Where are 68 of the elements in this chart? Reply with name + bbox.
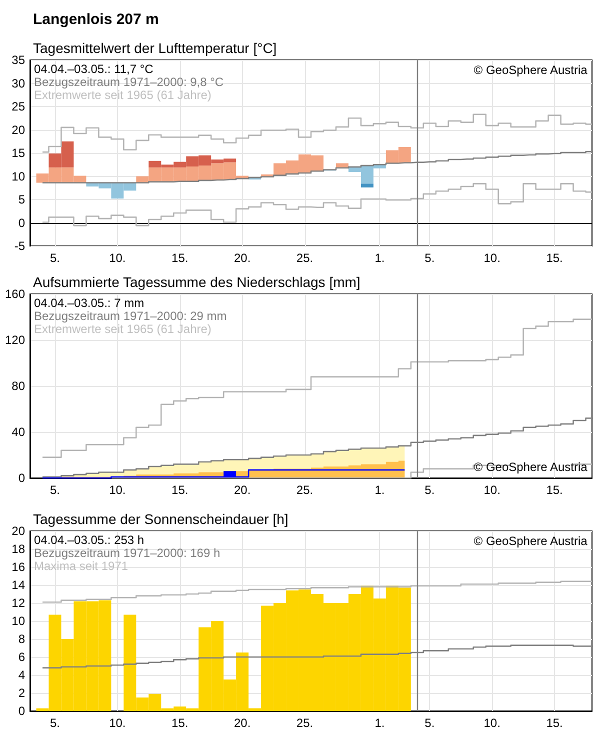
y-tick-label: 35: [12, 53, 26, 67]
x-tick-label: 5.: [424, 716, 435, 729]
x-tick-label: 20.: [234, 716, 251, 729]
y-tick-label: 15: [12, 146, 26, 160]
y-tick-label: 16: [12, 560, 26, 574]
annotation: © GeoSphere Austria: [474, 63, 588, 77]
y-tick-label: 10: [12, 614, 26, 628]
x-tick-label: 10.: [109, 251, 126, 265]
annotation: Maxima seit 1971: [34, 559, 128, 573]
x-tick-label: 25.: [296, 716, 314, 729]
x-tick-label: 15.: [546, 251, 563, 265]
y-tick-label: 4: [18, 668, 26, 682]
x-tick-label: 1.: [374, 716, 385, 729]
x-tick-label: 10.: [484, 483, 500, 497]
x-tick-label: 15.: [172, 716, 188, 729]
x-tick-label: 1.: [374, 483, 385, 497]
y-tick-label: 14: [12, 578, 26, 592]
x-tick-label: 20.: [234, 483, 251, 497]
y-tick-label: 25: [12, 100, 26, 114]
y-tick-label: 0: [18, 704, 26, 718]
chart-title: Aufsummierte Tagessumme des Niederschlags [mm]: [33, 274, 360, 290]
annotation: Extremwerte seit 1965 (61 Jahre): [34, 322, 212, 336]
y-tick-label: 18: [12, 542, 26, 556]
x-tick-label: 5.: [50, 716, 60, 729]
x-tick-label: 10.: [484, 716, 500, 729]
x-tick-label: 10.: [484, 251, 500, 265]
y-tick-label: 40: [12, 425, 26, 439]
x-tick-label: 10.: [109, 483, 126, 497]
x-tick-label: 5.: [50, 251, 60, 265]
x-tick-label: 15.: [172, 483, 188, 497]
y-tick-label: 120: [4, 333, 26, 347]
y-tick-label: 0: [18, 471, 26, 485]
y-tick-label: 160: [4, 287, 26, 301]
y-tick-label: 6: [18, 650, 26, 664]
annotation: Bezugszeitraum 1971–2000: 29 mm: [34, 309, 227, 323]
y-tick-label: 20: [12, 524, 26, 538]
x-tick-label: 15.: [546, 483, 563, 497]
y-tick-label: 80: [12, 379, 26, 393]
x-tick-label: 15.: [172, 251, 188, 265]
annotation: Bezugszeitraum 1971–2000: 9,8 °C: [34, 75, 224, 89]
x-tick-label: 25.: [296, 251, 314, 265]
y-tick-label: 30: [12, 76, 26, 90]
y-tick-label: 8: [18, 632, 26, 646]
y-tick-label: 10: [12, 169, 26, 184]
y-tick-label: 2: [18, 686, 26, 700]
y-tick-label: 20: [12, 122, 26, 137]
x-tick-label: 5.: [424, 251, 435, 265]
annotation: Bezugszeitraum 1971–2000: 169 h: [34, 546, 220, 560]
annotation: 04.04.–03.05.: 11,7 °C: [34, 62, 154, 76]
annotation: © GeoSphere Austria: [474, 534, 588, 548]
x-tick-label: 5.: [424, 483, 435, 497]
annotation: 04.04.–03.05.: 253 h: [34, 533, 144, 547]
x-tick-label: 20.: [234, 251, 251, 265]
x-tick-label: 1.: [374, 251, 385, 265]
annotation: Extremwerte seit 1965 (61 Jahre): [34, 88, 212, 102]
annotation: 04.04.–03.05.: 7 mm: [34, 296, 144, 310]
x-tick-label: 15.: [546, 716, 563, 729]
chart-title: Tagessumme der Sonnenscheindauer [h]: [33, 511, 288, 527]
y-tick-label: -5: [14, 239, 26, 253]
chart-title: Langenlois 207 m: [33, 11, 159, 28]
x-tick-label: 25.: [296, 483, 314, 497]
chart-subtitle: Tagesmittelwert der Lufttemperatur [°C]: [33, 40, 277, 56]
y-tick-label: 5: [18, 192, 26, 206]
x-tick-label: 5.: [50, 483, 60, 497]
x-tick-label: 10.: [109, 716, 126, 729]
annotation: © GeoSphere Austria: [474, 460, 588, 474]
y-tick-label: 12: [12, 596, 26, 610]
y-tick-label: 0: [18, 216, 26, 230]
